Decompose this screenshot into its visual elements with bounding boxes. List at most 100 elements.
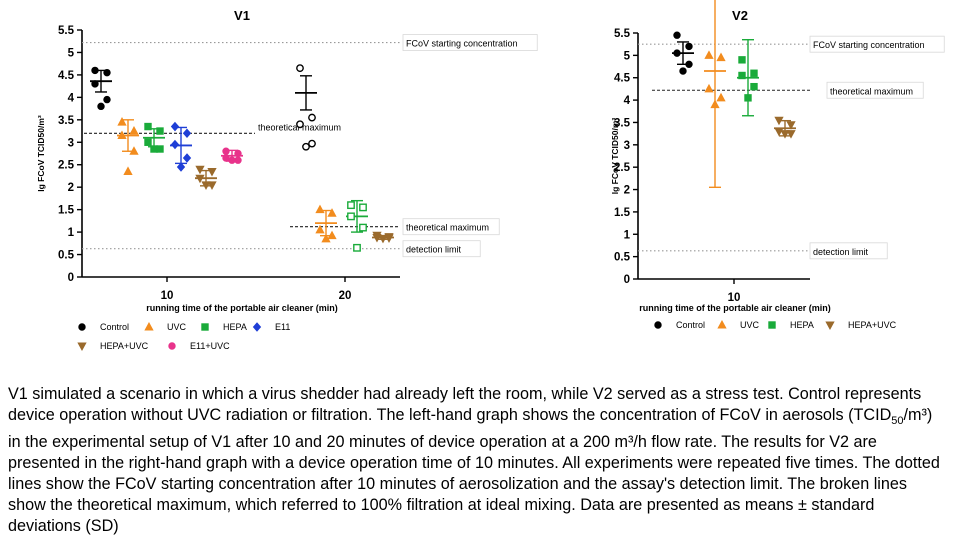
data-point xyxy=(673,49,681,57)
y-tick-label: 1 xyxy=(68,227,75,239)
series-hepa-20min xyxy=(346,199,368,252)
legend-marker xyxy=(252,322,262,332)
legend-item-control: Control xyxy=(654,320,705,330)
data-point xyxy=(372,233,382,243)
data-point xyxy=(716,52,726,62)
y-tick-label: 5 xyxy=(68,47,75,59)
legend-label: HEPA+UVC xyxy=(848,320,897,330)
reference-label: detection limit xyxy=(406,245,462,255)
series-hepa-10min xyxy=(737,39,759,117)
data-point xyxy=(302,142,310,151)
y-tick-label: 1 xyxy=(624,229,631,241)
reference-label-box xyxy=(809,242,888,260)
y-tick-label: 2.5 xyxy=(58,160,75,172)
legend-marker xyxy=(78,323,86,331)
data-point xyxy=(738,56,746,64)
y-tick-label: 3 xyxy=(624,140,630,152)
data-point xyxy=(308,139,316,148)
data-point xyxy=(97,102,105,111)
series-hepa-plus-uvc-20min xyxy=(372,231,394,244)
reference-label-box xyxy=(402,34,538,51)
chart-title: V1 xyxy=(234,8,250,23)
legend-item-hepa-plus-uvc: HEPA+UVC xyxy=(77,341,149,352)
series-control-10min xyxy=(672,31,694,75)
data-point xyxy=(308,113,316,122)
series-uvc-10min xyxy=(704,0,726,189)
legend-item-control: Control xyxy=(78,322,129,332)
data-point xyxy=(780,130,790,139)
series-hepa-plus-uvc-10min xyxy=(774,116,796,139)
data-point xyxy=(195,165,205,175)
y-tick-label: 5 xyxy=(624,50,631,62)
caption-part-2: /m³) in the experimental setup of V1 aft… xyxy=(8,406,940,536)
y-tick-label: 1.5 xyxy=(614,207,631,219)
data-point xyxy=(234,149,242,158)
data-point xyxy=(170,139,180,150)
data-point xyxy=(91,80,99,88)
data-point xyxy=(679,67,687,75)
data-point xyxy=(117,130,127,140)
data-point xyxy=(738,71,746,80)
data-point xyxy=(750,82,758,91)
data-point xyxy=(685,60,693,69)
data-point xyxy=(347,201,355,210)
data-point xyxy=(234,156,242,164)
series-e11-plus-uvc-10min xyxy=(221,147,243,164)
data-point xyxy=(315,224,325,234)
data-point xyxy=(182,128,192,139)
legend-item-e11-plus-uvc: E11+UVC xyxy=(168,341,230,351)
y-axis-label: lg FCoV TCID50/m³ xyxy=(610,118,620,195)
data-point xyxy=(103,95,111,104)
legend-label: Control xyxy=(100,322,129,332)
data-point xyxy=(353,243,361,252)
reference-label: FCoV starting concentration xyxy=(813,40,925,50)
reference-label-box xyxy=(826,81,924,99)
data-point xyxy=(144,138,152,146)
data-point xyxy=(170,121,180,132)
legend-item-e11: E11 xyxy=(252,322,290,332)
data-point xyxy=(228,156,236,164)
legend-marker xyxy=(654,321,662,329)
y-tick-label: 4 xyxy=(624,95,631,107)
data-point xyxy=(704,83,714,93)
data-point xyxy=(150,145,158,153)
data-point xyxy=(201,181,211,190)
data-point xyxy=(144,122,152,131)
y-tick-label: 1.5 xyxy=(58,205,75,217)
x-tick-label: 20 xyxy=(339,290,352,302)
series-uvc-20min xyxy=(315,204,337,243)
x-tick-label: 10 xyxy=(161,290,174,302)
data-point xyxy=(123,166,133,175)
y-tick-label: 0.5 xyxy=(58,250,75,262)
data-point xyxy=(774,116,784,126)
data-point xyxy=(359,223,367,232)
data-point xyxy=(384,234,394,243)
data-point xyxy=(378,234,388,244)
legend-marker xyxy=(825,321,835,331)
legend-marker xyxy=(77,342,87,352)
legend-item-uvc: UVC xyxy=(717,319,760,330)
legend-label: E11+UVC xyxy=(190,341,230,351)
y-tick-label: 3 xyxy=(68,137,74,149)
series-control-10min xyxy=(90,66,112,111)
data-point xyxy=(296,64,304,73)
y-tick-label: 4.5 xyxy=(614,73,631,85)
data-point xyxy=(182,153,192,163)
series-e11-10min xyxy=(170,121,192,172)
legend-label: UVC xyxy=(167,322,187,332)
legend-item-hepa: HEPA xyxy=(768,320,814,330)
y-tick-label: 4 xyxy=(68,92,75,104)
data-point xyxy=(176,162,186,172)
series-uvc-10min xyxy=(117,117,139,175)
y-tick-label: 2 xyxy=(68,182,74,194)
data-point xyxy=(685,42,693,51)
figure-caption: V1 simulated a scenario in which a virus… xyxy=(8,384,948,537)
y-tick-label: 0 xyxy=(624,274,630,286)
legend-item-hepa-plus-uvc: HEPA+UVC xyxy=(825,320,897,331)
legend-marker xyxy=(168,342,176,350)
data-point xyxy=(359,203,367,212)
legend-label: UVC xyxy=(740,320,760,330)
legend-label: HEPA xyxy=(223,322,247,332)
